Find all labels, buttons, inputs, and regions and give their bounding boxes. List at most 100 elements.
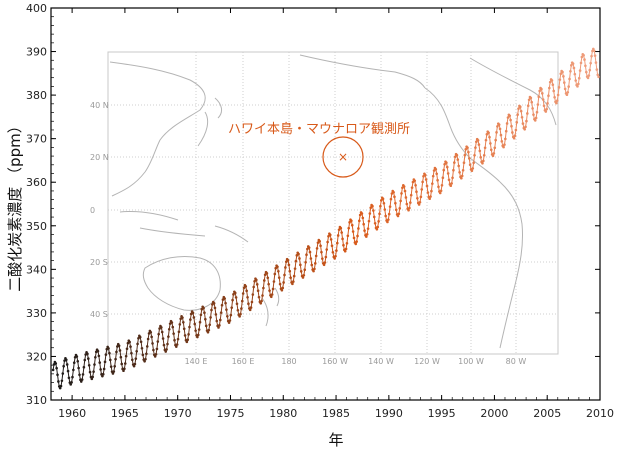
data-point — [107, 347, 110, 350]
data-point — [187, 333, 190, 336]
data-point — [472, 161, 475, 165]
data-point — [326, 240, 329, 244]
data-point — [94, 355, 97, 359]
data-point — [149, 330, 153, 334]
data-point — [152, 348, 155, 352]
data-point — [431, 174, 435, 178]
data-point — [83, 358, 87, 362]
data-point — [545, 107, 548, 111]
data-point — [381, 197, 385, 201]
data-point — [245, 289, 248, 293]
data-point — [499, 133, 503, 137]
data-point — [342, 243, 345, 247]
data-point — [226, 314, 229, 318]
data-point — [210, 308, 213, 312]
data-point — [276, 265, 279, 269]
data-point — [557, 86, 561, 89]
data-point — [132, 364, 136, 368]
data-point — [404, 196, 408, 199]
data-point — [547, 94, 550, 98]
data-point — [320, 250, 323, 254]
data-point — [280, 288, 284, 292]
data-point — [262, 279, 266, 282]
data-point — [466, 146, 469, 150]
data-point — [120, 362, 124, 366]
data-point — [173, 338, 176, 342]
data-point — [272, 280, 276, 283]
data-point — [516, 113, 519, 116]
map-latitude-label: 20 S — [90, 258, 108, 267]
data-point — [382, 201, 386, 205]
data-point — [495, 131, 498, 134]
data-point — [130, 351, 133, 355]
data-point — [513, 134, 517, 138]
data-point — [176, 337, 180, 341]
data-point — [394, 208, 398, 212]
data-point — [458, 170, 461, 174]
data-point — [532, 113, 535, 116]
data-point — [256, 289, 260, 293]
data-point — [322, 263, 326, 267]
coastline-south-america — [499, 181, 523, 349]
data-point — [212, 302, 216, 305]
data-point — [291, 280, 295, 283]
data-point — [219, 311, 223, 314]
data-point — [239, 312, 242, 316]
data-point — [177, 330, 181, 334]
y-tick-label: 360 — [26, 176, 47, 189]
data-point — [65, 363, 69, 366]
data-point — [500, 140, 504, 143]
data-point — [325, 248, 329, 251]
data-point — [540, 87, 543, 91]
data-point — [293, 267, 297, 270]
data-point — [81, 373, 85, 376]
coastline-australia — [142, 255, 221, 311]
data-point — [474, 140, 478, 144]
data-point — [553, 95, 556, 99]
data-point — [426, 191, 430, 194]
map-axis-labels: 40 N 20 N 0 20 S 40 S 140 E 160 E 180 160 W 140 W… — [90, 101, 526, 366]
data-point — [562, 75, 565, 78]
data-point — [278, 282, 282, 286]
data-point — [546, 102, 549, 105]
data-point — [455, 153, 459, 157]
data-point — [228, 319, 232, 322]
data-point — [101, 374, 104, 378]
data-point — [521, 122, 525, 125]
data-point — [206, 330, 210, 334]
coastline-new-zealand — [261, 287, 280, 327]
data-point — [416, 196, 419, 200]
data-point — [277, 269, 280, 273]
y-tick-label: 310 — [26, 394, 47, 407]
data-point — [284, 266, 287, 269]
data-point — [76, 359, 80, 363]
data-point — [576, 85, 579, 88]
data-point — [357, 227, 360, 230]
data-point — [284, 260, 288, 264]
data-point — [365, 232, 369, 236]
data-point — [214, 313, 218, 316]
y-tick-label: 330 — [26, 307, 47, 320]
data-point — [535, 110, 539, 114]
map-longitude-label: 120 W — [414, 357, 440, 366]
data-point — [246, 295, 249, 299]
x-tick-label: 2000 — [480, 407, 508, 420]
data-point — [525, 119, 528, 123]
data-point — [468, 163, 472, 167]
data-point — [450, 182, 453, 185]
data-point — [363, 229, 366, 232]
data-point — [579, 61, 583, 65]
data-point — [592, 49, 596, 52]
data-point — [445, 161, 448, 165]
data-point — [473, 153, 476, 157]
data-point — [215, 319, 219, 323]
data-point — [292, 274, 296, 278]
data-point — [61, 372, 65, 375]
data-point — [108, 351, 111, 355]
data-point — [209, 316, 212, 319]
data-point — [524, 125, 527, 129]
data-point — [461, 168, 465, 172]
data-point — [388, 205, 392, 208]
data-point — [407, 208, 410, 212]
data-point — [144, 357, 147, 361]
